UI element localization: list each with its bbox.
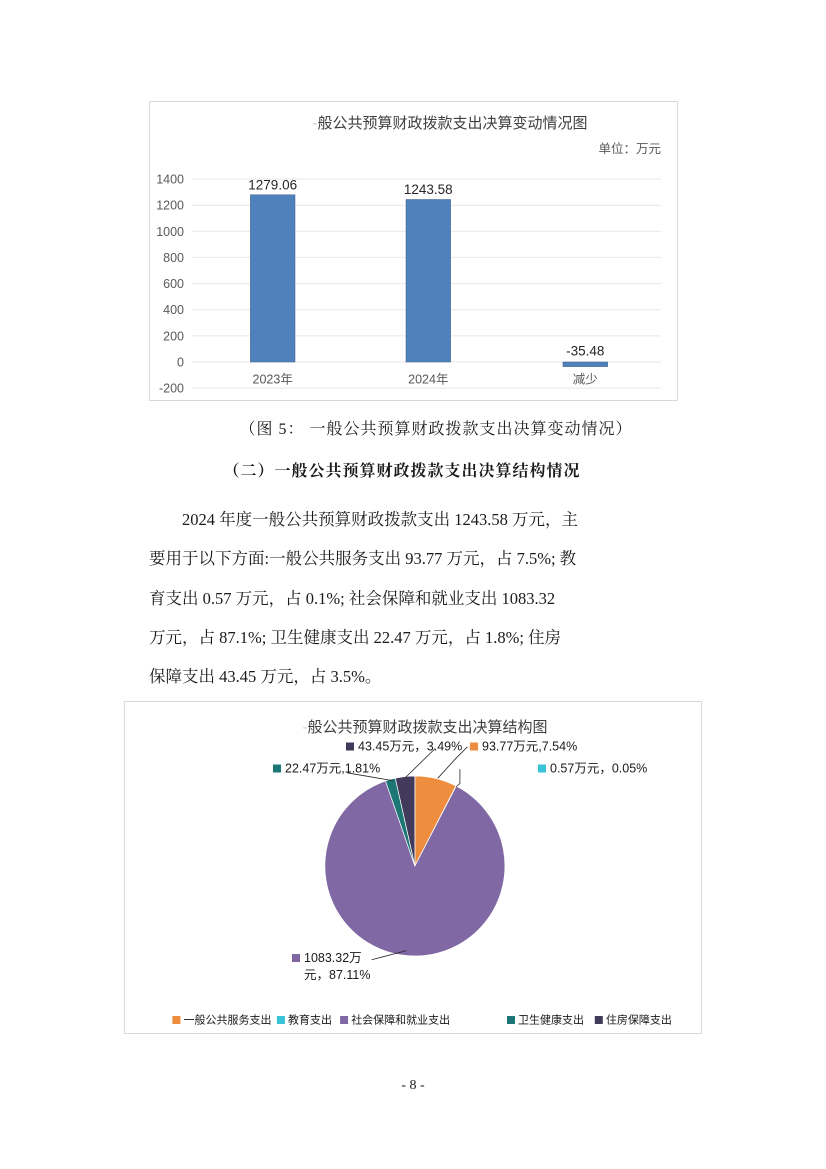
svg-text:1200: 1200	[156, 199, 184, 213]
svg-text:-般公共预算财政拨款支出决算结构图: -般公共预算财政拨款支出决算结构图	[302, 718, 547, 736]
svg-text:1000: 1000	[156, 225, 184, 239]
svg-text:单位：万元: 单位：万元	[598, 141, 661, 156]
svg-text:200: 200	[163, 329, 184, 343]
svg-text:住房保障支出: 住房保障支出	[606, 1013, 672, 1027]
svg-text:600: 600	[163, 277, 184, 291]
svg-text:1083.32万: 1083.32万	[304, 951, 362, 965]
svg-text:-200: -200	[159, 382, 184, 396]
svg-text:元，87.11%: 元，87.11%	[304, 968, 370, 982]
svg-text:2024年: 2024年	[408, 373, 448, 387]
svg-text:2023年: 2023年	[253, 373, 293, 387]
svg-text:800: 800	[163, 251, 184, 265]
svg-text:1243.58: 1243.58	[404, 182, 453, 197]
svg-text:1279.06: 1279.06	[248, 178, 297, 193]
svg-text:一般公共服务支出: 一般公共服务支出	[184, 1013, 272, 1027]
svg-text:0: 0	[177, 356, 184, 370]
svg-text:卫生健康支出: 卫生健康支出	[518, 1013, 584, 1027]
svg-text:1400: 1400	[156, 173, 184, 187]
svg-text:教育支出: 教育支出	[288, 1013, 332, 1027]
svg-text:-般公共预算财政拨款支出决算变动情况图: -般公共预算财政拨款支出决算变动情况图	[312, 114, 587, 132]
svg-text:93.77万元,7.54%: 93.77万元,7.54%	[482, 740, 577, 754]
svg-text:减少: 减少	[573, 373, 598, 387]
svg-text:0.57万元，0.05%: 0.57万元，0.05%	[550, 762, 647, 776]
svg-text:22.47万元,1.81%: 22.47万元,1.81%	[285, 762, 380, 776]
svg-text:-35.48: -35.48	[566, 344, 604, 359]
svg-text:43.45万元，3.49%: 43.45万元，3.49%	[358, 740, 462, 754]
svg-text:400: 400	[163, 303, 184, 317]
svg-text:社会保障和就业支出: 社会保障和就业支出	[351, 1013, 450, 1027]
